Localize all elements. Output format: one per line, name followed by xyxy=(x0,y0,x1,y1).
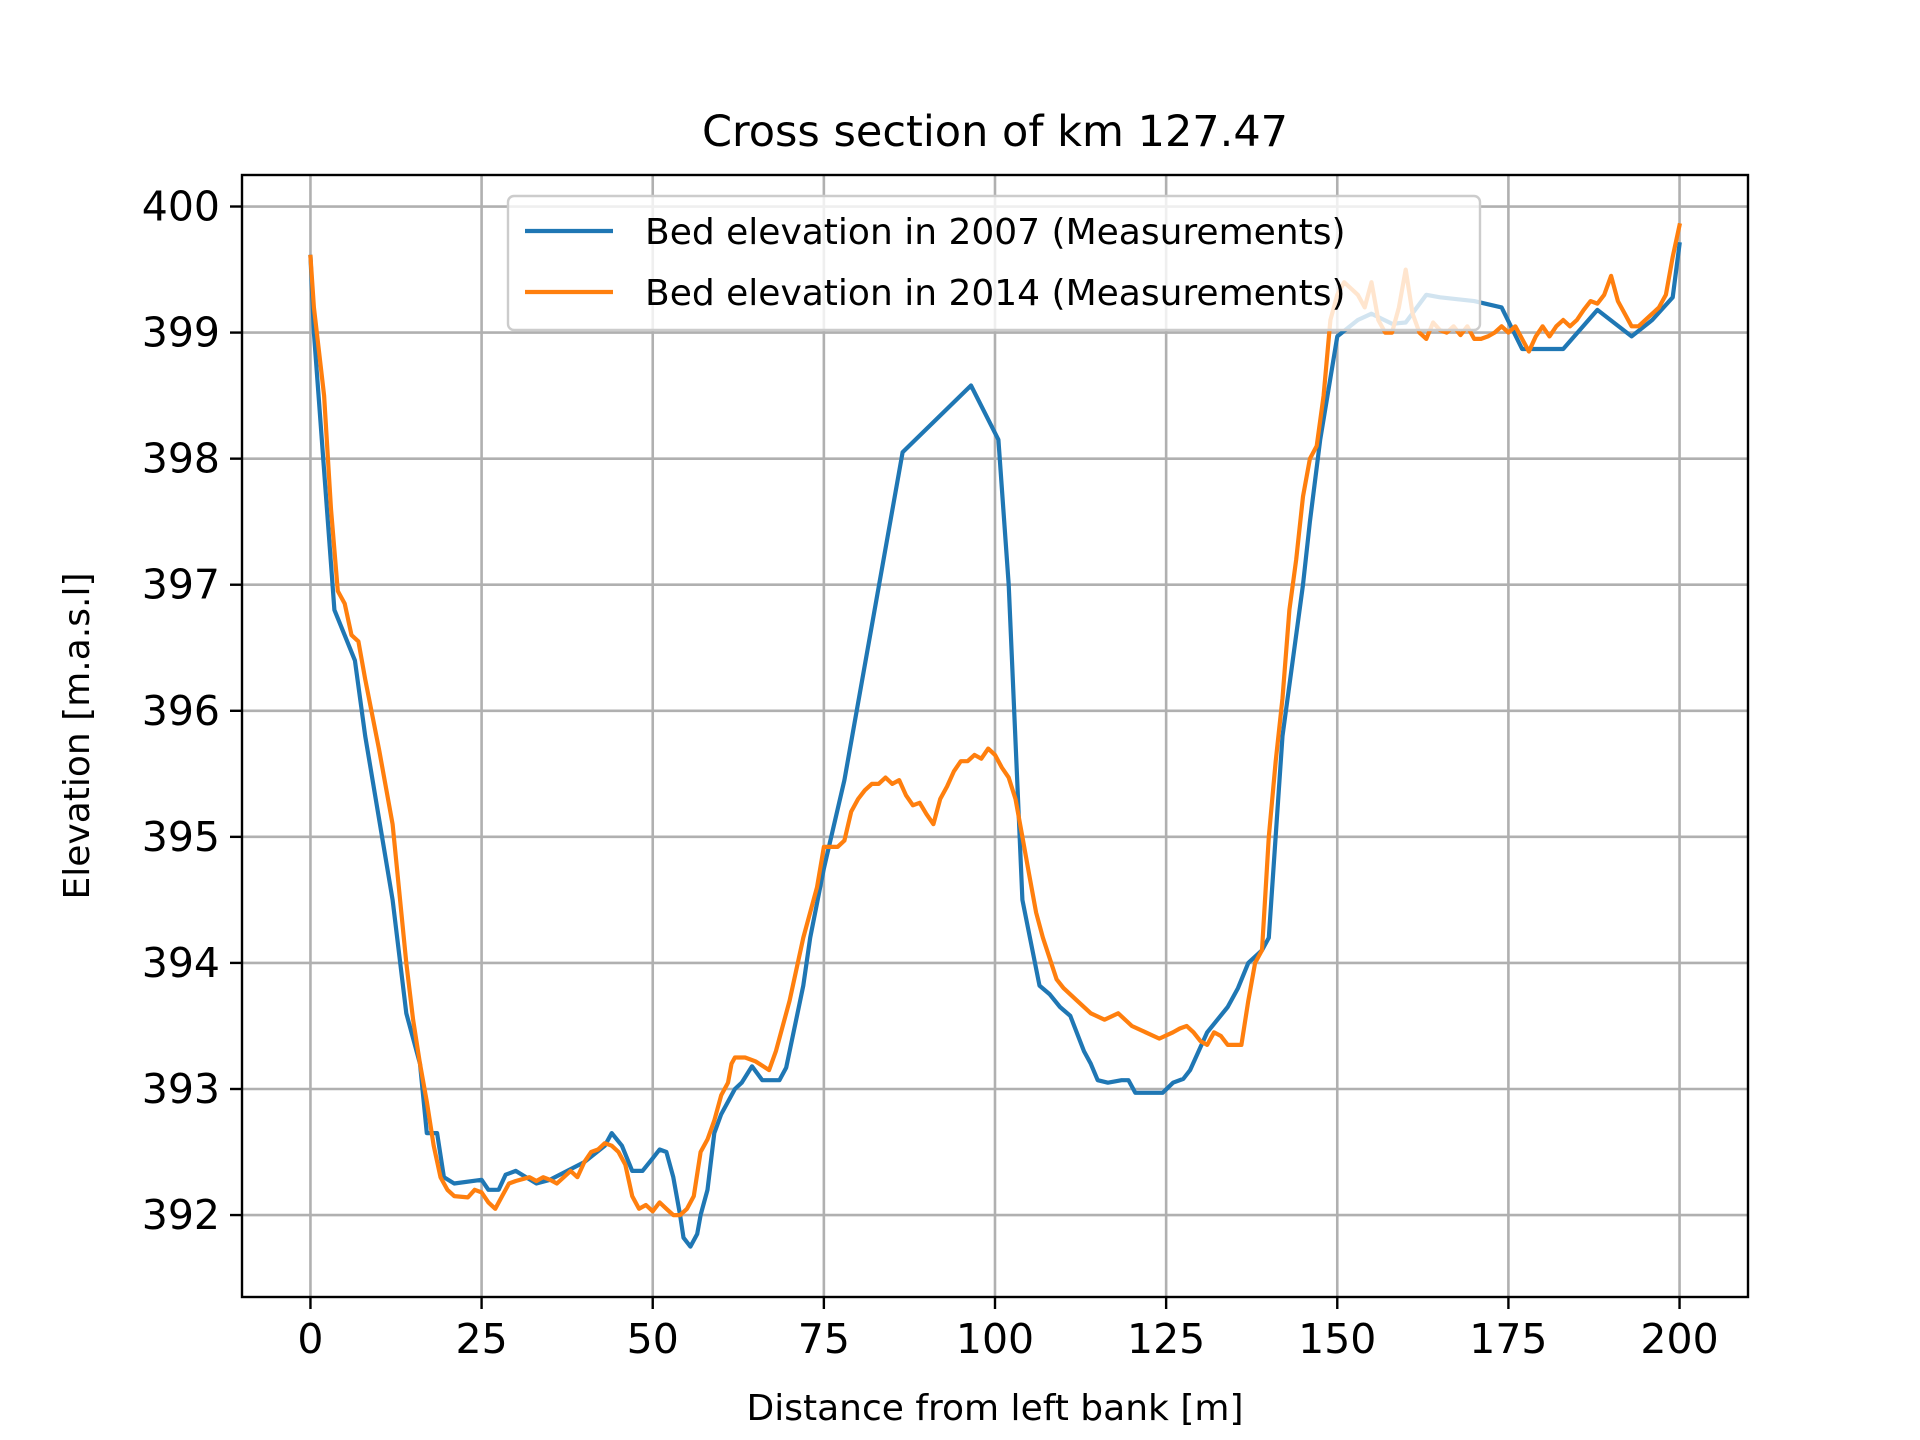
legend-entry-2014: Bed elevation in 2014 (Measurements) xyxy=(645,273,1346,314)
y-tick-label: 397 xyxy=(142,561,220,609)
y-tick-label: 394 xyxy=(142,939,220,987)
y-tick-label: 392 xyxy=(142,1191,220,1239)
y-tick-label: 396 xyxy=(142,687,220,735)
chart-title: Cross section of km 127.47 xyxy=(702,107,1288,157)
axis-ticks: 0 25 50 75 100 125 150 175 200 392 393 394 395 396 397… xyxy=(142,183,1719,1363)
grid-lines xyxy=(242,175,1748,1297)
x-axis-label: Distance from left bank [m] xyxy=(746,1388,1243,1429)
x-tick-label: 25 xyxy=(456,1315,508,1363)
y-tick-label: 395 xyxy=(142,813,220,861)
x-tick-label: 75 xyxy=(798,1315,850,1363)
x-tick-label: 50 xyxy=(627,1315,679,1363)
x-tick-label: 125 xyxy=(1127,1315,1205,1363)
legend-box xyxy=(506,194,1482,332)
legend: Bed elevation in 2007 (Measurements) Bed… xyxy=(506,194,1482,332)
x-tick-label: 150 xyxy=(1298,1315,1376,1363)
x-tick-label: 175 xyxy=(1469,1315,1547,1363)
y-tick-label: 399 xyxy=(142,309,220,357)
y-axis-label: Elevation [m.a.s.l] xyxy=(57,573,98,900)
y-tick-label: 400 xyxy=(142,183,220,231)
legend-entry-2007: Bed elevation in 2007 (Measurements) xyxy=(645,212,1346,253)
series-lines xyxy=(308,222,1682,1249)
x-tick-label: 100 xyxy=(956,1315,1034,1363)
x-tick-label: 0 xyxy=(297,1315,323,1363)
x-tick-label: 200 xyxy=(1640,1315,1718,1363)
y-tick-label: 393 xyxy=(142,1065,220,1113)
series-line-2007 xyxy=(308,241,1682,1249)
y-tick-label: 398 xyxy=(142,435,220,483)
series-line-2014 xyxy=(308,222,1682,1218)
